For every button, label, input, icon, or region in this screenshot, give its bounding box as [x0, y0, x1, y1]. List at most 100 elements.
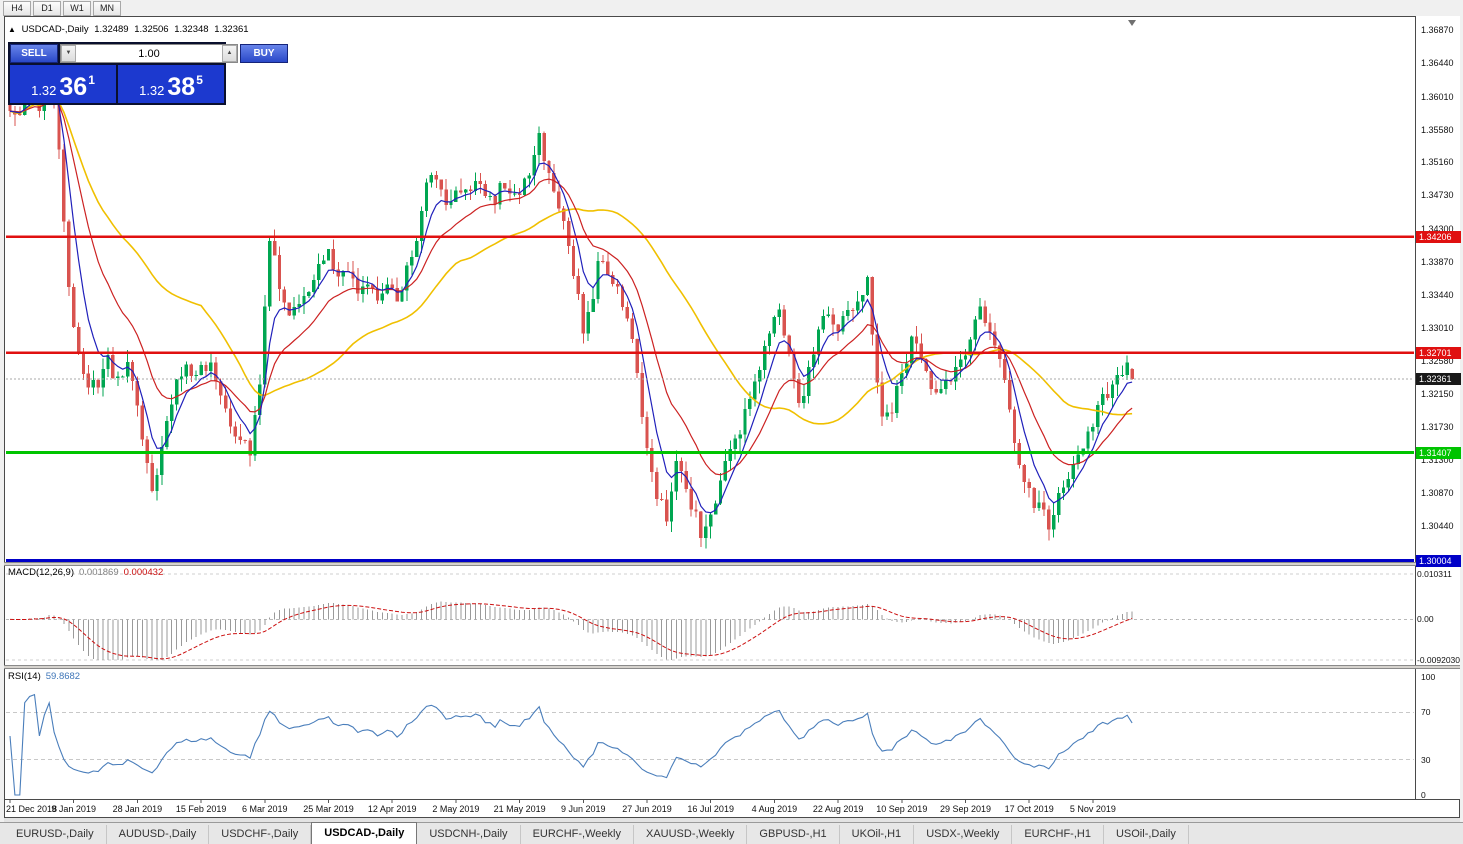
date-label: 10 Sep 2019 — [876, 804, 928, 814]
trade-panel-toggle-icon[interactable]: ▲ — [8, 25, 16, 34]
volume-control: ▼ ▲ — [60, 44, 238, 63]
price-axis-label: 1.35580 — [1421, 124, 1454, 135]
macd-axis-label: 0.00 — [1417, 614, 1434, 625]
sell-button[interactable]: SELL — [10, 44, 58, 63]
date-label: 28 Jan 2019 — [112, 804, 163, 814]
price-axis-label: 1.31300 — [1421, 454, 1454, 465]
price-axis-label: 1.30440 — [1421, 521, 1454, 532]
price-axis-label: 1.36010 — [1421, 91, 1454, 102]
price-axis-label: 1.30870 — [1421, 488, 1454, 499]
rsi-value: 59.8682 — [45, 671, 81, 682]
timeframe-button-d1[interactable]: D1 — [33, 1, 61, 16]
price-axis-label: 1.31730 — [1421, 421, 1454, 432]
pane-separator-macd[interactable] — [4, 562, 1460, 566]
ohlc-open: 1.32489 — [94, 24, 129, 35]
rsi-axis-label: 70 — [1421, 707, 1431, 718]
date-label: 4 Aug 2019 — [751, 804, 798, 814]
volume-decrease-button[interactable]: ▼ — [61, 45, 76, 62]
sell-price-pipette: 1 — [88, 73, 95, 87]
volume-increase-button[interactable]: ▲ — [222, 45, 237, 62]
chart-tab-eurchf-h1[interactable]: EURCHF-,H1 — [1012, 825, 1104, 844]
sell-price-pips: 36 — [59, 73, 88, 101]
price-axis-label: 1.32150 — [1421, 389, 1454, 400]
macd-axis-label: 0.010311 — [1417, 569, 1452, 579]
chart-tab-usdx-weekly[interactable]: USDX-,Weekly — [914, 825, 1013, 844]
date-label: 17 Oct 2019 — [1004, 804, 1054, 814]
volume-input[interactable] — [76, 45, 222, 62]
date-label: 5 Nov 2019 — [1069, 804, 1116, 814]
price-level-tag: 1.32701 — [1416, 346, 1461, 359]
sell-price-main: 1.32 — [31, 83, 57, 98]
chart-window-background — [4, 16, 1460, 818]
macd-signal-value: 0.000432 — [123, 567, 164, 578]
chart-tab-usdchf-daily[interactable]: USDCHF-,Daily — [209, 825, 312, 844]
price-axis-label: 1.34730 — [1421, 190, 1454, 201]
price-level-tag: 1.34206 — [1416, 230, 1461, 243]
sell-price-button[interactable]: 1.32 36 1 — [10, 65, 116, 103]
macd-indicator-label: MACD(12,26,9) 0.001869 0.000432 — [8, 567, 163, 578]
price-axis-label: 1.33440 — [1421, 289, 1454, 300]
chart-tab-audusd-daily[interactable]: AUDUSD-,Daily — [107, 825, 210, 844]
buy-button[interactable]: BUY — [240, 44, 288, 63]
chart-tab-gbpusd-h1[interactable]: GBPUSD-,H1 — [747, 825, 840, 844]
price-axis-label: 1.34300 — [1421, 223, 1454, 234]
date-label: 16 Jul 2019 — [687, 804, 734, 814]
timeframe-toolbar: H4 D1 W1 MN — [3, 1, 121, 16]
date-label: 29 Sep 2019 — [939, 804, 992, 814]
date-label: 15 Feb 2019 — [175, 804, 227, 814]
chart-tab-eurusd-daily[interactable]: EURUSD-,Daily — [4, 825, 107, 844]
chart-tab-eurchf-weekly[interactable]: EURCHF-,Weekly — [521, 825, 634, 844]
chart-shift-marker[interactable] — [1128, 20, 1136, 26]
time-axis-border — [4, 799, 1460, 800]
symbol-info-line: ▲ USDCAD-,Daily 1.32489 1.32506 1.32348 … — [8, 24, 252, 35]
date-label: 12 Apr 2019 — [367, 804, 417, 814]
price-axis-label: 1.36440 — [1421, 58, 1454, 69]
timeframe-button-mn[interactable]: MN — [93, 1, 121, 16]
one-click-trade-panel: SELL ▼ ▲ BUY 1.32 36 1 1.32 38 5 — [8, 42, 288, 105]
rsi-axis-label: 100 — [1421, 672, 1436, 682]
macd-axis-label: -0.0092030 — [1417, 655, 1461, 665]
rsi-axis-label: 30 — [1421, 754, 1431, 765]
buy-price-button[interactable]: 1.32 38 5 — [118, 65, 224, 103]
chart-tab-usoil-daily[interactable]: USOil-,Daily — [1104, 825, 1189, 844]
pane-separator-rsi[interactable] — [4, 665, 1460, 669]
date-label: 2 May 2019 — [432, 804, 480, 814]
date-label: 21 May 2019 — [493, 804, 546, 814]
date-label: 22 Aug 2019 — [812, 804, 864, 814]
date-label: 6 Mar 2019 — [242, 804, 288, 814]
timeframe-button-h4[interactable]: H4 — [3, 1, 31, 16]
price-axis-label: 1.36870 — [1421, 25, 1454, 36]
symbol-name: USDCAD-,Daily — [21, 24, 89, 35]
price-axis-label: 1.35160 — [1421, 157, 1454, 168]
ohlc-high: 1.32506 — [134, 24, 169, 35]
macd-main-value: 0.001869 — [79, 567, 119, 578]
current-price-tag: 1.32361 — [1416, 373, 1461, 386]
date-label: 9 Jan 2019 — [51, 804, 96, 814]
rsi-name: RSI(14) — [8, 671, 41, 682]
price-level-tag: 1.31407 — [1416, 446, 1461, 459]
ohlc-close: 1.32361 — [214, 24, 249, 35]
date-label: 21 Dec 2018 — [6, 804, 58, 814]
price-level-tag: 1.30004 — [1416, 554, 1461, 567]
chart-tab-usdcad-daily[interactable]: USDCAD-,Daily — [311, 822, 418, 844]
buy-price-main: 1.32 — [139, 83, 165, 98]
buy-price-pipette: 5 — [196, 73, 203, 87]
rsi-axis-label: 0 — [1421, 790, 1426, 800]
chart-tab-bar: EURUSD-,Daily AUDUSD-,Daily USDCHF-,Daily U… — [0, 822, 1463, 844]
horizontal-scrollbar[interactable] — [4, 818, 1460, 822]
date-label: 9 Jun 2019 — [561, 804, 606, 814]
rsi-indicator-label: RSI(14) 59.8682 — [8, 671, 80, 682]
timeframe-button-w1[interactable]: W1 — [63, 1, 91, 16]
date-label: 25 Mar 2019 — [303, 804, 354, 814]
chart-tab-xauusd-weekly[interactable]: XAUUSD-,Weekly — [634, 825, 748, 844]
price-axis-label: 1.32580 — [1421, 356, 1454, 367]
chart-tab-usdcnh-daily[interactable]: USDCNH-,Daily — [417, 825, 521, 844]
price-axis-label: 1.33870 — [1421, 256, 1454, 267]
chart-tab-ukoil-h1[interactable]: UKOil-,H1 — [840, 825, 915, 844]
price-axis-label: 1.33010 — [1421, 323, 1454, 334]
ohlc-low: 1.32348 — [174, 24, 209, 35]
date-label: 27 Jun 2019 — [622, 804, 672, 814]
buy-price-pips: 38 — [167, 73, 196, 101]
